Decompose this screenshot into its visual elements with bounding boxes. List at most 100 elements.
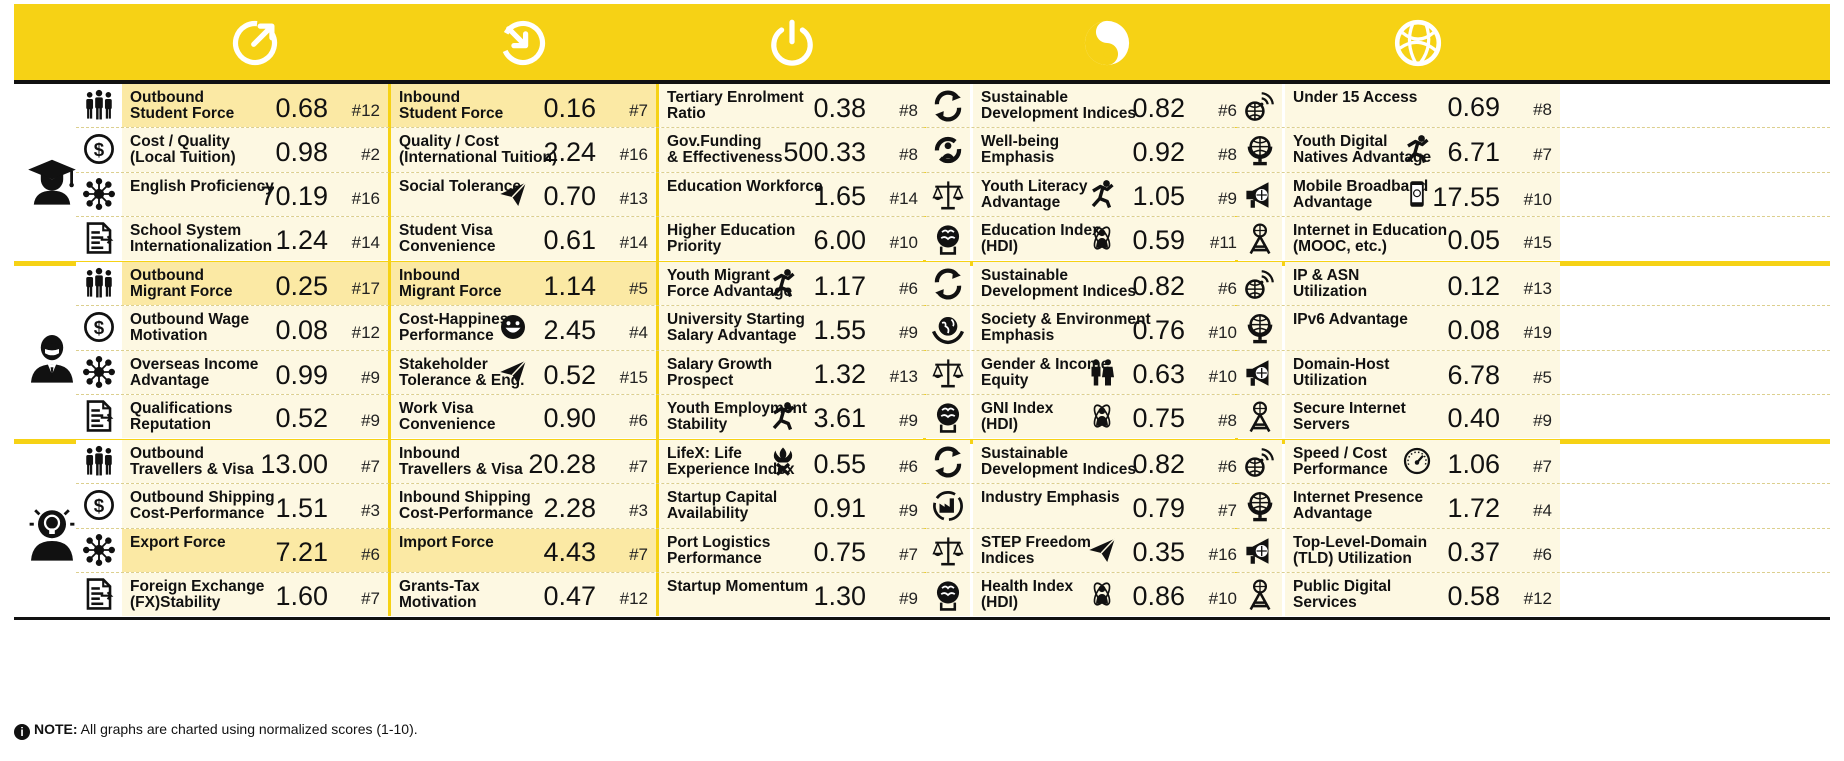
metric-value: 0.82 [1132,93,1185,123]
metric-value: 3.61 [813,403,866,434]
smiley-icon [501,315,525,340]
svg-text:$: $ [94,317,105,338]
metric-value: 1.32 [813,358,866,389]
metric-cell: Gender & Income Equity 0.63 #10 [973,350,1245,394]
metric-label: Education Workforce [667,177,823,195]
metric-cell: Inbound Student Force 0.16 #7 [391,84,656,128]
yin-yang-icon [1084,20,1130,66]
metric-cell: Sustainable Development Indices 0.82 #6 [973,440,1245,484]
metric-label: Tertiary Enrolment Ratio [667,89,804,122]
metric-label: Secure Internet Servers [1293,399,1406,433]
metric-rank: #7 [629,457,648,476]
paper-plane-icon [500,181,527,206]
metric-cell: IPv6 Advantage 0.08 #19 [1285,306,1560,350]
metric-label: Salary Growth Prospect [667,355,773,389]
metric-cell: Tertiary Enrolment Ratio 0.38 #8 [659,84,926,128]
businessman-icon [31,335,73,383]
metric-rank: #9 [1218,188,1237,208]
metric-cell: Under 15 Access 0.69 #8 [1285,84,1560,128]
metric-label: Youth Digital Natives Advantage [1293,133,1432,167]
metric-value: 0.25 [275,271,328,301]
document-icon [86,400,114,432]
metric-cell: Outbound Student Force 0.68 #12 [122,84,388,128]
metric-value: 0.16 [543,93,596,123]
metric-value: 70.19 [260,180,328,211]
metric-rank: #6 [899,457,918,476]
metric-cell: Education Index (HDI) 0.59 #11 [973,216,1245,261]
outbound-arrow-icon [232,20,278,66]
row-divider [76,393,1830,395]
metric-rank: #9 [899,589,918,609]
metric-rank: #12 [351,323,380,343]
metric-cell: Stakeholder Tolerance & Eng. 0.52 #15 [391,350,656,394]
metric-cell: Youth Migrant Force Advantage 1.17 #6 [659,262,926,306]
svg-text:$: $ [94,139,105,160]
metric-value: 0.38 [813,93,866,123]
metric-value: 13.00 [260,449,328,479]
metric-value: 0.75 [1132,403,1185,434]
metric-label: Foreign Exchange (FX)Stability [130,577,265,611]
metric-cell: Internet Presence Advantage 1.72 #4 [1285,484,1560,528]
metric-value: 0.63 [1132,358,1185,389]
metric-label: Higher Education Priority [667,221,796,255]
metric-cell: Youth Literacy Advantage 1.05 #9 [973,172,1245,216]
brain-icon [936,403,960,433]
document-icon [86,578,114,610]
metric-cell: Mobile Broadband Advantage 17.55 #10 [1285,172,1560,216]
metric-rank: #11 [1209,233,1237,253]
scales-icon [932,180,964,210]
header-divider [14,80,1830,84]
metric-cell: STEP Freedom Indices 0.35 #16 [973,528,1245,572]
metric-cell: Public Digital Services 0.58 #12 [1285,572,1560,617]
metric-label: Inbound Migrant Force [399,267,502,300]
metric-label: Inbound Student Force [399,89,504,122]
metric-value: 500.33 [783,137,866,168]
metric-rank: #14 [351,233,380,253]
metric-value: 0.58 [1447,581,1500,612]
metric-value: 1.05 [1132,180,1185,211]
metric-cell: School System Internationalization 1.24 #1… [122,216,388,261]
metric-label: Internet in Education (MOOC, etc.) [1293,221,1448,255]
graduate-icon [28,159,76,205]
metric-label: Startup Momentum [667,577,809,595]
metric-rank: #7 [1218,500,1237,520]
metric-value: 0.59 [1132,225,1185,256]
metric-cell: Sustainable Development Indices 0.82 #6 [973,84,1245,128]
people-icon [86,267,112,298]
metric-rank: #19 [1523,322,1552,342]
megaphone-icon [1246,181,1269,208]
factory-hands-icon [933,491,963,522]
people-icon [86,89,112,120]
metric-label: Outbound Wage Motivation [130,311,250,345]
metric-label: Domain-Host Utilization [1293,355,1390,389]
metric-rank: #9 [899,500,918,520]
metric-label: Industry Emphasis [981,489,1120,507]
metric-cell: Social Tolerance 0.70 #13 [391,172,656,216]
note-text: All graphs are charted using normalized … [77,721,418,737]
metric-cell: Startup Momentum 1.30 #9 [659,572,926,617]
metric-label: Top-Level-Domain (TLD) Utilization [1293,533,1428,567]
wellbeing-icon [934,137,962,164]
network-icon [83,355,115,388]
metric-value: 0.86 [1132,581,1185,612]
metric-label: IPv6 Advantage [1293,311,1408,329]
signal-globe-icon [1245,270,1274,299]
metric-cell: IP & ASN Utilization 0.12 #13 [1285,262,1560,306]
globe-stand-icon [1247,136,1273,166]
metric-value: 0.47 [543,581,596,612]
metric-value: 0.05 [1447,225,1500,256]
metric-rank: #14 [619,233,648,253]
metric-value: 1.60 [275,581,328,612]
flame-figure-icon [773,447,793,476]
metric-label: Outbound Shipping Cost-Performance [130,489,275,523]
metric-rank: #14 [889,188,918,208]
metric-cell: Export Force 7.21 #6 [122,528,388,572]
metric-cell: Industry Emphasis 0.79 #7 [973,484,1245,528]
paper-plane-icon [500,359,527,384]
metric-value: 2.24 [543,137,596,168]
metric-label: Sustainable Development Indices [981,445,1137,478]
atom-person-icon [1093,404,1111,428]
metric-cell: Education Workforce 1.65 #14 [659,172,926,216]
metric-rank: #6 [1218,279,1237,298]
cycle-icon [934,268,962,300]
